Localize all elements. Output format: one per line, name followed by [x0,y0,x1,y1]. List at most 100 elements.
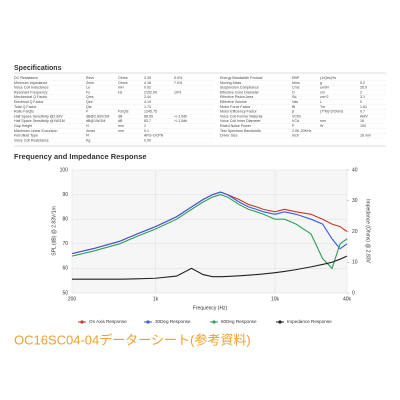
y2-tick-label: 0 [352,290,355,296]
legend-dot [278,320,282,324]
spec-cell: Revc [86,76,94,80]
spec-cell: 5.0% [174,76,183,80]
spec-cell: um/N [320,86,329,90]
legend-label: Impedance Response [287,319,332,324]
spec-cell: Fs [86,90,90,94]
spec-cell: Hz [118,90,123,94]
y-tick-label: 50 [62,290,68,296]
x-tick-label: 10k [271,296,280,302]
spec-cell: W [320,124,324,128]
spec-cell: Voice Coil Inductance [14,86,49,90]
y-tick-label: 90 [62,192,68,198]
spec-cell: Tm [320,105,325,109]
spec-cell: 3.1 [360,95,365,99]
spec-cell: 3.39 [144,76,151,80]
spec-cell: 2.44 [144,95,151,99]
spec-cell: 1.61 [360,105,367,109]
spec-cell: 0.02 [144,86,151,90]
spec-cell: Motor Force Factor [220,105,251,109]
spec-cell: 83.7 [144,119,151,123]
spec-cell: 26.9 [360,86,367,90]
spec-cell: 16 mm [360,134,371,138]
y-tick-label: 70 [62,241,68,247]
spec-cell: Effective Piston Area [220,95,253,99]
spec-cell: 0.2 [360,81,365,85]
spec-cell: DC Resistance [14,76,38,80]
spec-cell: g [320,81,322,85]
series-line [71,194,348,270]
legend-label: On Axis Response [89,319,127,324]
spec-cell: Ratio Fs/Qts [14,110,34,114]
legend-dot [80,320,84,324]
spec-cell: Ohms [118,81,128,85]
spec-cell: Moving Mass [220,81,241,85]
spec-cell: F [86,110,89,114]
spec-cell: AMV [360,114,368,118]
spec-cell: Sd [292,95,296,99]
spec-cell: cm [320,90,325,94]
spec-cell: mm [320,119,326,123]
spec-cell: Voice Coil Inner Diameter [220,119,262,123]
spec-cell: 16 [360,119,364,123]
spec-cell: β [292,110,294,114]
x-tick-label: 1k [153,296,159,302]
caption: OC16SC04-04データーシート(参考資料) [14,332,251,347]
spec-cell: VCd [292,119,299,123]
spec-cell: Maximum Linear Excursion [14,129,57,133]
spec-cell: Half Space Sensitivity @2.83V [14,114,63,118]
spec-cell: Ff [86,134,89,138]
specs-title: Specifications [14,65,62,72]
spec-cell: 0 [360,100,362,104]
spec-cell: Qes [86,100,93,104]
spec-cell: dB [118,119,123,123]
spec-cell: 4.19 [144,100,151,104]
spec-cell: 0.00 [144,138,151,142]
legend-label: 30Deg Response [155,319,191,324]
spec-cell: 1245.75 [144,110,157,114]
spec-cell: VCfm [292,114,301,118]
y-tick-label: 100 [60,167,69,173]
spec-cell: dB@2.83V/1M [86,114,109,118]
spec-cell: mH [118,86,124,90]
spec-cell: dB [118,114,123,118]
spec-cell: Bl [292,105,295,109]
spec-cell: (T*M)^2/Ohms [320,110,343,114]
y-tick-label: 60 [62,266,68,272]
spec-cell: 0.1 [144,129,149,133]
y2-tick-label: 20 [352,229,358,235]
spec-cell: +/-1.5db [174,119,187,123]
series-line [72,255,348,280]
spec-cell: Xmax [86,129,95,133]
spec-cell: cm^2 [320,95,328,99]
spec-cell: Test Spectrum Bandwidth [220,129,261,133]
y2-axis-label: Impedance (Ohms) @ 2.83V [365,199,371,263]
spec-cell: H [86,124,89,128]
legend-dot [146,320,150,324]
series-line [71,191,348,255]
spec-cell: +/-1.5db [174,114,187,118]
spec-cell: Zmin [86,81,94,85]
spec-cell: Motor Efficiency Factor [220,110,257,114]
spec-cell: Le [86,86,90,90]
spec-cell: Inch [292,134,299,138]
spec-cell: Effective Volume [220,100,247,104]
spec-cell: Suspension Compliance [220,86,259,90]
spec-cell: Energy Bandwidth Product [220,76,263,80]
spec-cell: Ferrofluid Type [14,134,38,138]
plot-area [72,170,347,293]
spec-cell: 7.0% [174,81,183,85]
spec-cell: 100 [360,124,366,128]
spec-cell: Kg [86,138,90,142]
spec-cell: mm [118,124,124,128]
spec-cell: Gap Height [14,124,32,128]
spec-cell: P [292,124,295,128]
y2-tick-label: 30 [352,198,358,204]
spec-cell: mm [118,129,124,133]
spec-cell: Qts [86,105,92,109]
spec-cell: APG-OCPN [144,134,164,138]
spec-cell: Resonant Frequency [14,90,48,94]
spec-cell: EBP [292,76,300,80]
y2-tick-label: 40 [352,167,358,173]
x-axis-label: Frequency (Hz) [193,305,228,311]
